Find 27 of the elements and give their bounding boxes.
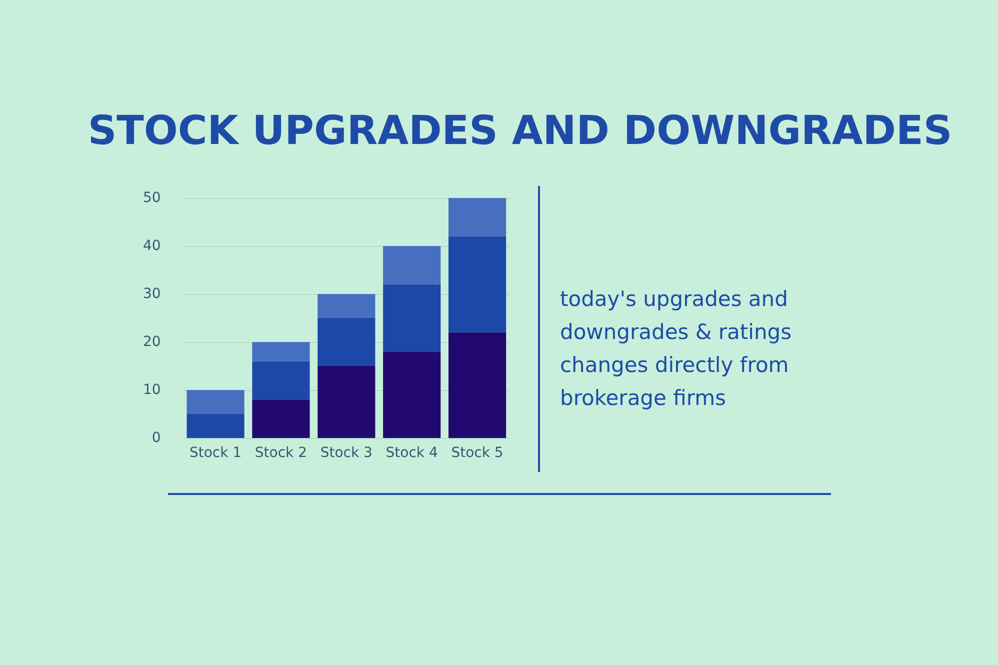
- text: today's upgrades and downgrades & ratings changes directly from brokerage firms: [560, 286, 793, 412]
- y-tick-label: 50: [142, 190, 161, 206]
- bar: [186, 414, 244, 438]
- bar: [252, 361, 310, 400]
- bar: [383, 352, 441, 438]
- bar: [186, 390, 244, 414]
- x-tick-label: Stock 1: [189, 445, 242, 461]
- y-tick-label: 10: [142, 382, 161, 398]
- bar: [318, 294, 376, 318]
- bar: [252, 400, 310, 438]
- bar: [448, 236, 506, 332]
- y-tick-label: 30: [142, 286, 161, 302]
- y-tick-label: 20: [142, 334, 161, 350]
- bar: [448, 198, 506, 236]
- y-tick-label: 0: [152, 430, 161, 446]
- x-tick-label: Stock 4: [386, 445, 438, 461]
- bar: [252, 342, 310, 362]
- x-tick-label: Stock 2: [254, 445, 308, 461]
- x-tick-label: Stock 5: [451, 445, 504, 461]
- bar: [383, 284, 441, 352]
- chart-title: STOCK UPGRADES AND DOWNGRADES: [86, 108, 954, 154]
- bar: [318, 366, 376, 438]
- x-tick-label: Stock 3: [320, 445, 372, 461]
- bar: [448, 332, 506, 438]
- bar: [383, 246, 441, 284]
- y-tick-label: 40: [142, 238, 161, 254]
- bar: [318, 318, 376, 366]
